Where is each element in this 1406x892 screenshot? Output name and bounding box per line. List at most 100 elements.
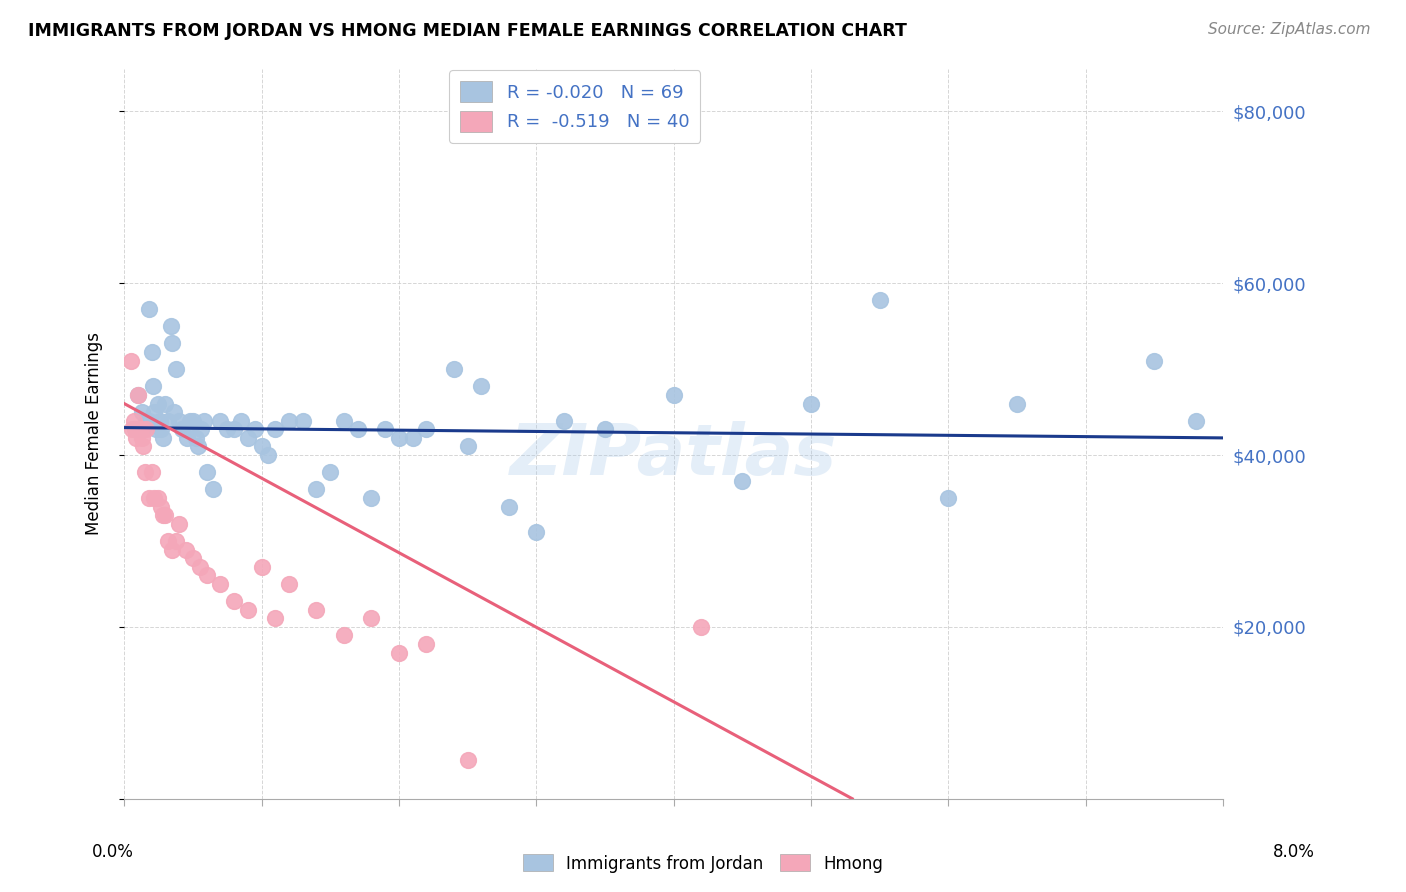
Point (173, 422, 195, 436)
Point (278, 577, 301, 591)
Point (184, 431, 207, 445)
Point (141, 345, 163, 359)
Point (162, 405, 184, 419)
Point (264, 611, 287, 625)
Point (143, 405, 166, 419)
Point (553, 414, 575, 428)
Point (236, 431, 259, 445)
Point (662, 388, 685, 402)
Point (195, 568, 218, 582)
Point (150, 500, 173, 514)
Point (127, 388, 149, 402)
Point (160, 319, 183, 334)
Point (174, 542, 197, 557)
Point (264, 422, 287, 436)
Point (149, 414, 172, 428)
Point (319, 465, 342, 479)
Point (388, 646, 411, 660)
Point (257, 448, 280, 462)
Point (132, 440, 155, 454)
Point (187, 440, 209, 454)
Point (176, 431, 198, 445)
Point (150, 422, 173, 436)
Point (470, 379, 492, 393)
Point (305, 603, 328, 617)
Point (131, 405, 153, 419)
Point (524, 525, 547, 540)
Point (132, 422, 155, 436)
Text: 8.0%: 8.0% (1272, 843, 1315, 861)
Text: ZIPatlas: ZIPatlas (510, 421, 838, 490)
Point (125, 431, 148, 445)
Point (195, 465, 218, 479)
Point (129, 422, 152, 436)
Point (217, 422, 239, 436)
Point (333, 628, 356, 642)
Point (181, 551, 204, 566)
Point (141, 465, 163, 479)
Point (160, 542, 183, 557)
Text: 0.0%: 0.0% (91, 843, 134, 861)
Point (188, 559, 211, 574)
Point (209, 414, 232, 428)
Point (165, 533, 187, 548)
Point (1184, 414, 1206, 428)
Point (457, 753, 479, 767)
Point (145, 422, 167, 436)
Point (122, 414, 145, 428)
Legend: R = -0.020   N = 69, R =  -0.519   N = 40: R = -0.020 N = 69, R = -0.519 N = 40 (449, 70, 700, 143)
Point (143, 491, 166, 505)
Point (142, 379, 165, 393)
Point (193, 414, 215, 428)
Point (167, 516, 190, 531)
Point (938, 491, 960, 505)
Point (457, 440, 479, 454)
Point (129, 422, 152, 436)
Point (415, 637, 437, 651)
Point (127, 388, 149, 402)
Point (138, 491, 160, 505)
Point (374, 422, 396, 436)
Point (222, 422, 245, 436)
Point (148, 491, 170, 505)
Point (152, 431, 174, 445)
Legend: Immigrants from Jordan, Hmong: Immigrants from Jordan, Hmong (516, 847, 890, 880)
Point (170, 422, 193, 436)
Point (250, 559, 273, 574)
Point (346, 422, 368, 436)
Point (124, 422, 146, 436)
Point (869, 293, 891, 308)
Point (305, 483, 328, 497)
Point (690, 620, 713, 634)
Point (120, 353, 142, 368)
Point (124, 422, 146, 436)
Point (415, 422, 437, 436)
Point (165, 362, 187, 376)
Point (138, 301, 160, 316)
Point (229, 414, 252, 428)
Point (155, 396, 177, 410)
Point (181, 414, 204, 428)
Point (131, 431, 153, 445)
Point (443, 362, 465, 376)
Point (134, 465, 156, 479)
Point (1143, 353, 1166, 368)
Point (202, 483, 225, 497)
Point (593, 422, 616, 436)
Point (160, 336, 183, 351)
Y-axis label: Median Female Earnings: Median Female Earnings (86, 332, 103, 535)
Point (291, 414, 314, 428)
Point (152, 508, 174, 523)
Point (243, 422, 266, 436)
Point (731, 474, 754, 488)
Point (236, 603, 259, 617)
Point (128, 422, 150, 436)
Point (121, 422, 143, 436)
Point (1005, 396, 1028, 410)
Point (498, 500, 520, 514)
Point (157, 414, 180, 428)
Point (388, 431, 411, 445)
Point (179, 414, 201, 428)
Point (333, 414, 356, 428)
Point (167, 414, 190, 428)
